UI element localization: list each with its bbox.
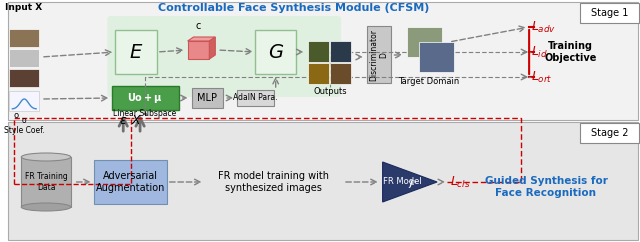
FancyBboxPatch shape bbox=[115, 30, 157, 74]
Text: $G$: $G$ bbox=[268, 43, 284, 61]
Polygon shape bbox=[209, 37, 215, 59]
FancyBboxPatch shape bbox=[10, 49, 39, 67]
Text: FR model training with
synthesized images: FR model training with synthesized image… bbox=[218, 171, 329, 193]
Ellipse shape bbox=[21, 153, 71, 161]
Text: FR Model: FR Model bbox=[383, 177, 422, 187]
FancyArrowPatch shape bbox=[119, 118, 127, 131]
Text: Guided Synthesis for
Face Recognition: Guided Synthesis for Face Recognition bbox=[484, 176, 607, 198]
FancyBboxPatch shape bbox=[93, 160, 167, 204]
Polygon shape bbox=[188, 37, 215, 41]
Text: $L_{adv}$: $L_{adv}$ bbox=[531, 19, 556, 35]
Text: Stage 2: Stage 2 bbox=[591, 128, 628, 138]
Text: Outputs: Outputs bbox=[314, 87, 347, 96]
Text: AdaIN Para.: AdaIN Para. bbox=[233, 93, 277, 103]
FancyBboxPatch shape bbox=[407, 27, 442, 57]
Text: c: c bbox=[196, 21, 201, 31]
FancyBboxPatch shape bbox=[191, 88, 223, 108]
FancyBboxPatch shape bbox=[308, 41, 329, 62]
Text: $E$: $E$ bbox=[129, 43, 143, 61]
Text: o
Style Coef.: o Style Coef. bbox=[4, 116, 45, 136]
Text: Training
Objective: Training Objective bbox=[545, 41, 597, 63]
Text: $L_{id}$: $L_{id}$ bbox=[531, 45, 548, 60]
FancyBboxPatch shape bbox=[367, 26, 390, 83]
Text: Stage 1: Stage 1 bbox=[591, 8, 628, 18]
Text: $\epsilon$: $\epsilon$ bbox=[119, 113, 127, 127]
FancyBboxPatch shape bbox=[419, 42, 454, 72]
FancyArrowPatch shape bbox=[136, 118, 144, 131]
Text: Input X: Input X bbox=[4, 3, 42, 13]
Text: Controllable Face Synthesis Module (CFSM): Controllable Face Synthesis Module (CFSM… bbox=[158, 3, 429, 13]
FancyBboxPatch shape bbox=[308, 63, 329, 84]
Text: o: o bbox=[14, 111, 19, 120]
Ellipse shape bbox=[21, 203, 71, 211]
Text: $X^*$: $X^*$ bbox=[131, 112, 149, 128]
Text: $\mathbf{Uo + \mu}$: $\mathbf{Uo + \mu}$ bbox=[127, 91, 163, 105]
Polygon shape bbox=[383, 162, 437, 202]
Polygon shape bbox=[188, 41, 209, 59]
Text: MLP: MLP bbox=[197, 93, 218, 103]
Text: $\mathcal{F}$: $\mathcal{F}$ bbox=[408, 178, 417, 190]
FancyBboxPatch shape bbox=[8, 2, 638, 120]
FancyBboxPatch shape bbox=[255, 30, 296, 74]
FancyBboxPatch shape bbox=[21, 157, 71, 207]
Text: $L_{ort}$: $L_{ort}$ bbox=[531, 69, 553, 84]
Text: Linear Subspace: Linear Subspace bbox=[113, 109, 177, 119]
FancyBboxPatch shape bbox=[108, 16, 341, 97]
FancyBboxPatch shape bbox=[580, 3, 639, 23]
FancyBboxPatch shape bbox=[10, 29, 39, 47]
Text: Adversarial
Augmentation: Adversarial Augmentation bbox=[95, 171, 165, 193]
Text: Discriminator
D: Discriminator D bbox=[369, 29, 388, 81]
FancyBboxPatch shape bbox=[580, 123, 639, 143]
FancyBboxPatch shape bbox=[10, 69, 39, 87]
FancyBboxPatch shape bbox=[330, 41, 351, 62]
FancyBboxPatch shape bbox=[330, 63, 351, 84]
FancyBboxPatch shape bbox=[8, 122, 638, 240]
FancyBboxPatch shape bbox=[237, 90, 274, 106]
Text: $L_{cls}$: $L_{cls}$ bbox=[450, 174, 470, 189]
FancyBboxPatch shape bbox=[113, 86, 179, 110]
FancyBboxPatch shape bbox=[10, 91, 39, 111]
Text: Target Domain: Target Domain bbox=[399, 77, 460, 86]
Text: FR Training
Data: FR Training Data bbox=[25, 172, 67, 192]
